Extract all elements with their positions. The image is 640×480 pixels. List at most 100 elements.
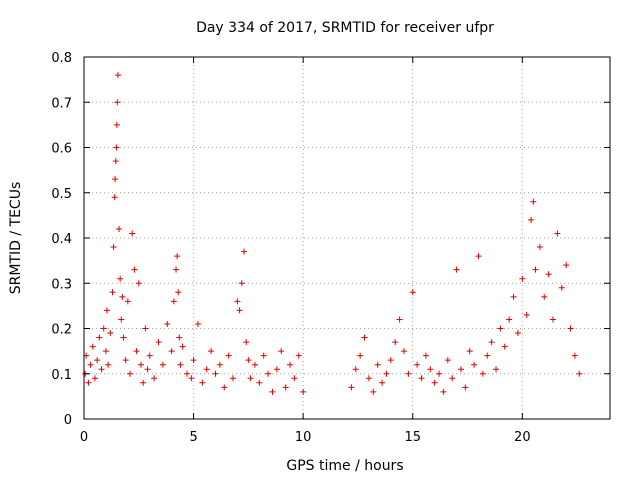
data-point [238,280,245,287]
x-tick-label: 10 [295,430,312,445]
data-point [234,298,241,305]
data-point [113,121,120,128]
data-point [269,388,276,395]
data-point [291,375,298,382]
x-tick-label: 20 [514,430,531,445]
data-point [199,379,206,386]
data-point [278,348,285,355]
data-point [287,361,294,368]
data-point [137,361,144,368]
data-point [497,325,504,332]
data-point [89,343,96,350]
data-point [493,366,500,373]
data-point [120,334,127,341]
data-point [159,361,166,368]
data-point [107,330,114,337]
data-point [440,388,447,395]
data-point [142,325,149,332]
data-point [374,361,381,368]
data-point [418,375,425,382]
data-point [216,361,223,368]
data-point [536,244,543,251]
x-tick-labels: 0 5 10 15 20 [80,430,531,445]
data-point [118,316,125,323]
data-point [176,334,183,341]
data-point [514,330,521,337]
data-point [571,352,578,359]
data-point [119,293,126,300]
data-point [225,352,232,359]
data-point [361,334,368,341]
data-point [190,357,197,364]
data-point [243,339,250,346]
data-point [541,293,548,300]
y-tick-label: 0.6 [51,142,72,157]
data-point [124,298,131,305]
data-point [545,271,552,278]
x-tick-label: 5 [189,430,197,445]
y-tick-label: 0.8 [51,51,72,66]
data-point [431,379,438,386]
data-point [444,357,451,364]
data-point [117,275,124,282]
data-point [475,253,482,260]
data-point [114,99,121,106]
data-point [173,266,180,273]
x-tick-label: 0 [80,430,88,445]
data-point [177,361,184,368]
data-point [109,289,116,296]
data-point [184,370,191,377]
data-point [422,352,429,359]
data-point [383,370,390,377]
data-point [365,375,372,382]
y-tick-label: 0.7 [51,96,72,111]
data-point [352,366,359,373]
y-tick-label: 0.1 [51,368,72,383]
data-point [129,230,136,237]
data-point [558,284,565,291]
data-point [396,316,403,323]
data-point [405,370,412,377]
data-point [105,361,112,368]
data-point [436,370,443,377]
data-point [282,384,289,391]
y-tick-labels: 0 0.1 0.2 0.3 0.4 0.5 0.6 0.7 0.8 [51,51,72,428]
data-point [453,266,460,273]
data-point [245,357,252,364]
data-point [175,289,182,296]
data-point [112,158,119,165]
data-point [144,366,151,373]
data-point [370,388,377,395]
data-point [100,325,107,332]
y-tick-label: 0.4 [51,232,72,247]
chart-title: Day 334 of 2017, SRMTID for receiver ufp… [196,20,494,36]
data-point [348,384,355,391]
y-tick-label: 0.2 [51,323,72,338]
data-point [466,348,473,355]
y-tick-label: 0.3 [51,277,72,292]
data-point [104,307,111,314]
y-tick-label: 0 [64,413,72,428]
data-point [111,194,118,201]
y-axis-title: SRMTID / TECUs [8,182,24,295]
data-point [127,370,134,377]
data-point [102,348,109,355]
data-point [174,253,181,260]
data-point [528,216,535,223]
y-tick-label: 0.5 [51,187,72,202]
data-point [151,375,158,382]
data-point [140,379,147,386]
data-point [409,289,416,296]
data-point [247,375,254,382]
axis-ticks [83,56,610,420]
data-point [116,225,123,232]
data-point [567,325,574,332]
data-point [532,266,539,273]
data-point [530,198,537,205]
data-point [240,248,247,255]
data-point [523,311,530,318]
data-point [221,384,228,391]
data-point [194,320,201,327]
data-point [414,361,421,368]
data-point [471,361,478,368]
